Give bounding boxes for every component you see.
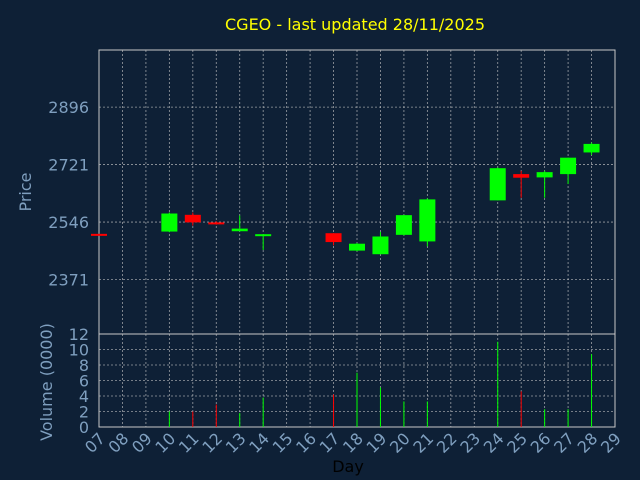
candle-body xyxy=(161,213,178,232)
candle-body xyxy=(325,233,342,243)
candle-body xyxy=(91,233,107,236)
x-axis-label: Day xyxy=(332,457,364,476)
candle-body xyxy=(583,143,600,153)
volume-tick-label: 10 xyxy=(69,341,89,360)
candle-body xyxy=(231,228,248,232)
price-panel: 2371 2546 2721 2896 xyxy=(48,49,616,335)
chart-title: CGEO - last updated 28/11/2025 xyxy=(225,15,485,34)
candle-body xyxy=(513,174,530,178)
candle-body xyxy=(255,234,272,237)
candle-body xyxy=(372,236,389,255)
volume-tick-label: 4 xyxy=(79,387,89,406)
volume-tick-label: 12 xyxy=(69,325,89,344)
volume-tick-label: 8 xyxy=(79,356,89,375)
volume-tick-label: 2 xyxy=(79,403,89,422)
candle-body xyxy=(560,157,577,175)
volume-tick-label: 0 xyxy=(79,418,89,437)
x-tick-label: 29 xyxy=(597,429,625,457)
x-axis: 0708091011121314151617181920212223242526… xyxy=(81,429,625,457)
price-tick-label: 2371 xyxy=(48,270,89,289)
price-tick-label: 2721 xyxy=(48,156,89,175)
volume-tick-label: 6 xyxy=(79,372,89,391)
price-tick-label: 2896 xyxy=(48,98,89,117)
price-tick-label: 2546 xyxy=(48,213,89,232)
candle-body xyxy=(349,243,365,251)
price-axis-label: Price xyxy=(16,172,35,211)
candle-body xyxy=(419,199,436,242)
candle-body xyxy=(184,214,201,223)
volume-axis-label: Volume (0000) xyxy=(37,323,56,441)
candle-body xyxy=(395,215,412,235)
candle-body xyxy=(208,222,225,225)
candle-body xyxy=(489,168,506,201)
candle-body xyxy=(536,172,553,178)
